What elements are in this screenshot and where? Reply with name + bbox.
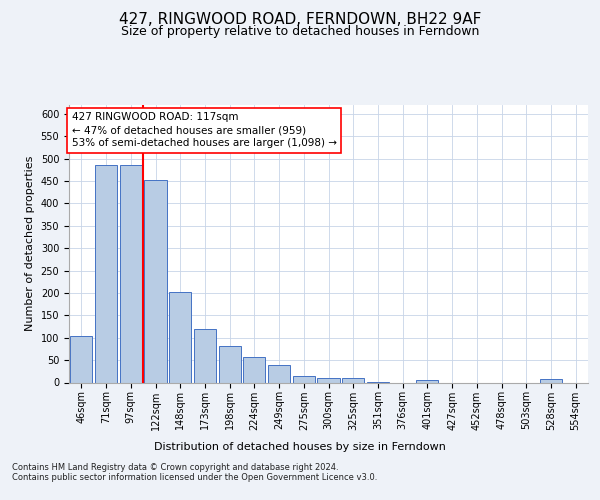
- Bar: [293, 376, 315, 382]
- Text: Distribution of detached houses by size in Ferndown: Distribution of detached houses by size …: [154, 442, 446, 452]
- Bar: [342, 378, 364, 382]
- Bar: [119, 164, 142, 382]
- Text: Contains public sector information licensed under the Open Government Licence v3: Contains public sector information licen…: [12, 472, 377, 482]
- Text: 427, RINGWOOD ROAD, FERNDOWN, BH22 9AF: 427, RINGWOOD ROAD, FERNDOWN, BH22 9AF: [119, 12, 481, 28]
- Bar: [95, 164, 117, 382]
- Y-axis label: Number of detached properties: Number of detached properties: [25, 156, 35, 332]
- Bar: [416, 380, 439, 382]
- Bar: [268, 364, 290, 382]
- Bar: [317, 378, 340, 382]
- Bar: [194, 329, 216, 382]
- Bar: [70, 336, 92, 382]
- Bar: [540, 380, 562, 382]
- Bar: [218, 346, 241, 383]
- Bar: [243, 358, 265, 382]
- Bar: [169, 292, 191, 382]
- Text: Size of property relative to detached houses in Ferndown: Size of property relative to detached ho…: [121, 25, 479, 38]
- Text: Contains HM Land Registry data © Crown copyright and database right 2024.: Contains HM Land Registry data © Crown c…: [12, 462, 338, 471]
- Bar: [145, 180, 167, 382]
- Text: 427 RINGWOOD ROAD: 117sqm
← 47% of detached houses are smaller (959)
53% of semi: 427 RINGWOOD ROAD: 117sqm ← 47% of detac…: [71, 112, 337, 148]
